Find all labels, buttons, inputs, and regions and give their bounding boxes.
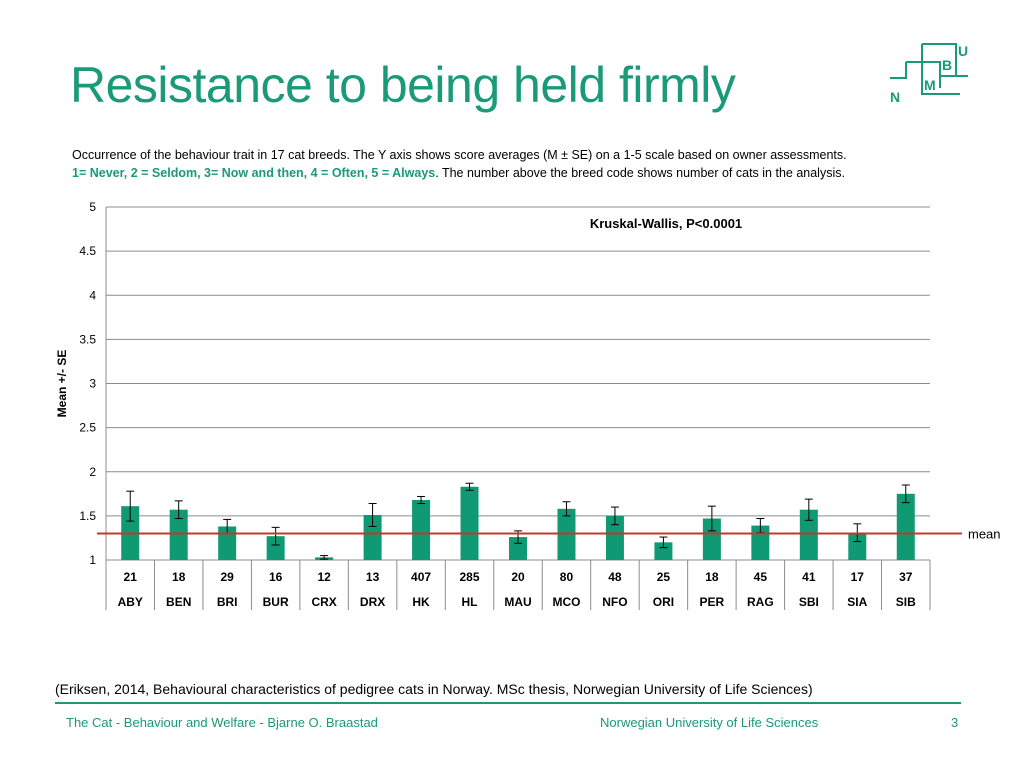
logo-letter-b: B	[942, 57, 952, 73]
category-label: SBI	[799, 595, 819, 609]
footer-divider	[55, 702, 961, 704]
category-label: SIA	[847, 595, 867, 609]
footer-institution: Norwegian University of Life Sciences	[600, 715, 819, 730]
y-tick-label: 1	[89, 553, 96, 567]
sample-size-label: 13	[366, 570, 380, 584]
category-label: HL	[462, 595, 478, 609]
logo-letter-u: U	[958, 43, 968, 59]
bar-per	[702, 518, 721, 560]
category-label: HK	[412, 595, 430, 609]
category-label: DRX	[360, 595, 385, 609]
y-tick-label: 3	[89, 377, 96, 391]
sample-size-label: 21	[124, 570, 138, 584]
sample-size-label: 29	[220, 570, 234, 584]
bar-hk	[412, 499, 431, 560]
category-label: NFO	[602, 595, 627, 609]
sample-size-label: 18	[705, 570, 719, 584]
sample-size-label: 285	[460, 570, 480, 584]
chart-annotation: Kruskal-Wallis, P<0.0001	[590, 216, 742, 231]
nmbu-logo: U B M N	[890, 43, 968, 105]
category-label: BUR	[263, 595, 289, 609]
bar-bur	[266, 536, 285, 560]
description-text: Occurrence of the behaviour trait in 17 …	[72, 148, 847, 162]
description-text-2: . The number above the breed code shows …	[435, 166, 845, 180]
logo-letter-m: M	[924, 77, 936, 93]
y-axis-label: Mean +/- SE	[55, 350, 69, 418]
bar-sib	[896, 493, 915, 560]
page-number: 3	[951, 715, 959, 730]
sample-size-label: 37	[899, 570, 913, 584]
sample-size-label: 41	[802, 570, 816, 584]
category-label: ORI	[653, 595, 674, 609]
category-label: ABY	[118, 595, 143, 609]
bar-hl	[460, 486, 479, 560]
chart-description: Occurrence of the behaviour trait in 17 …	[72, 146, 972, 182]
y-tick-label: 2	[89, 465, 96, 479]
bar-sia	[848, 532, 867, 560]
category-label: PER	[700, 595, 725, 609]
sample-size-label: 25	[657, 570, 671, 584]
bar-bri	[218, 526, 237, 560]
sample-size-label: 17	[851, 570, 865, 584]
bar-drx	[363, 514, 382, 560]
sample-size-label: 45	[754, 570, 768, 584]
y-tick-label: 5	[89, 200, 96, 214]
y-tick-label: 1.5	[79, 509, 96, 523]
category-label: BEN	[166, 595, 191, 609]
sample-size-label: 16	[269, 570, 283, 584]
bar-ben	[169, 509, 188, 560]
y-tick-label: 4.5	[79, 244, 96, 258]
mean-label: mean	[968, 527, 1001, 542]
sample-size-label: 20	[511, 570, 525, 584]
sample-size-label: 407	[411, 570, 431, 584]
y-tick-label: 2.5	[79, 421, 96, 435]
citation: (Eriksen, 2014, Behavioural characterist…	[55, 681, 813, 697]
category-label: RAG	[747, 595, 774, 609]
sample-size-label: 12	[317, 570, 331, 584]
page-title: Resistance to being held firmly	[70, 57, 736, 113]
bar-mau	[509, 537, 527, 560]
logo-letter-n: N	[890, 89, 900, 105]
bar-sbi	[799, 509, 818, 560]
category-label: SIB	[896, 595, 916, 609]
bar-chart: 1 1.5 2 2.5 3 3.5 4 4.5 5 Mean +/- SE Kruskal-Wall…	[55, 200, 1001, 610]
category-label: MAU	[504, 595, 531, 609]
category-label: BRI	[217, 595, 238, 609]
bar-ori	[654, 542, 673, 560]
sample-size-label: 48	[608, 570, 622, 584]
y-tick-label: 3.5	[79, 332, 96, 346]
scale-legend: 1= Never, 2 = Seldom, 3= Now and then, 4…	[72, 166, 436, 180]
category-label: MCO	[552, 595, 580, 609]
sample-size-label: 80	[560, 570, 574, 584]
y-tick-label: 4	[89, 288, 96, 302]
sample-size-label: 18	[172, 570, 186, 584]
category-label: CRX	[311, 595, 336, 609]
footer-course: The Cat - Behaviour and Welfare - Bjarne…	[66, 715, 378, 730]
bar-nfo	[605, 515, 624, 560]
